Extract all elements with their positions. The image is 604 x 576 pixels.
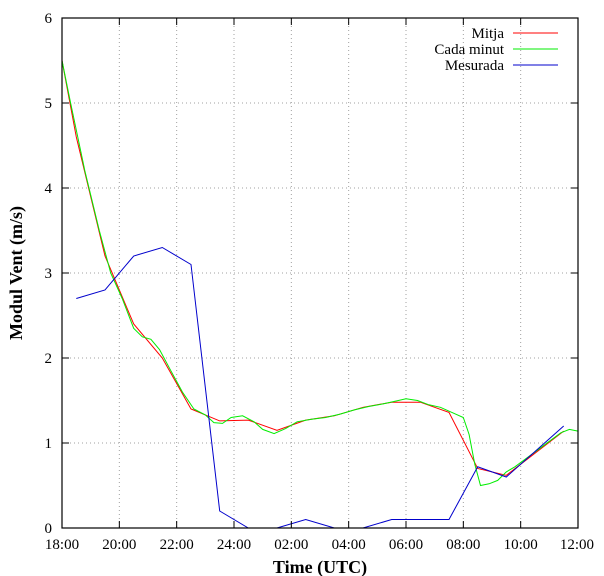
x-tick-label: 20:00 [102, 537, 136, 553]
x-tick-label: 10:00 [504, 537, 538, 553]
legend-label: Mitja [472, 26, 505, 42]
plot-frame [61, 17, 579, 529]
x-tick-label: 06:00 [389, 537, 423, 553]
series-line-mesurada [76, 246, 565, 529]
series-line-cada-minut [61, 60, 579, 487]
x-tick-label: 04:00 [332, 537, 366, 553]
y-tick-label: 3 [45, 266, 53, 282]
y-tick-label: 5 [45, 96, 53, 112]
x-tick-label: 12:00 [560, 537, 594, 553]
x-tick-label: 02:00 [274, 537, 308, 553]
x-tick-labels: 18:00 20:00 22:00 24:00 02:00 04:00 06:00 08:00… [45, 537, 594, 553]
x-tick-label: 24:00 [217, 537, 251, 553]
x-axis-title: Time (UTC) [273, 557, 367, 576]
x-tick-label: 08:00 [446, 537, 480, 553]
axis-ticks [61, 17, 579, 529]
y-tick-labels: 0 1 2 3 4 5 6 [45, 11, 53, 537]
legend-label: Cada minut [434, 42, 504, 58]
y-tick-label: 2 [45, 351, 53, 367]
y-tick-label: 0 [45, 521, 53, 537]
x-tick-label: 18:00 [45, 537, 79, 553]
y-tick-label: 1 [45, 436, 53, 452]
y-tick-label: 4 [45, 181, 53, 197]
series-line-mitja [61, 60, 565, 476]
y-axis-title: Modul Vent (m/s) [6, 206, 27, 340]
legend-label: Mesurada [445, 58, 504, 74]
grid [62, 18, 578, 528]
x-tick-label: 22:00 [160, 537, 194, 553]
series-layer [61, 60, 579, 529]
y-tick-label: 6 [45, 11, 53, 27]
